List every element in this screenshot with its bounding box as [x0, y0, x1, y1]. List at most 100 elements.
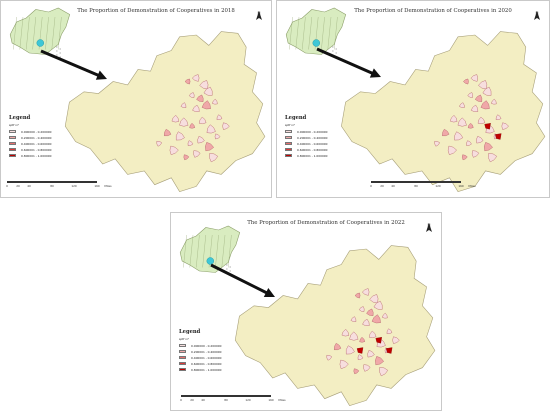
arrow-head-icon — [369, 68, 381, 78]
county-region — [214, 133, 221, 140]
legend-title: Legend — [179, 329, 201, 335]
county-region — [491, 98, 497, 105]
county-region — [171, 115, 180, 123]
inset-map — [285, 7, 347, 58]
county-region — [392, 336, 400, 344]
legend-item: 0.200001 - 0.400000 — [9, 135, 51, 141]
inset-province-border — [228, 234, 232, 268]
inset-island — [332, 50, 334, 52]
county-region-high — [356, 347, 364, 354]
legend-title: Legend — [9, 115, 31, 121]
inset-country-shape — [9, 7, 71, 55]
arrow-head-icon — [95, 70, 107, 80]
inset-island — [59, 48, 61, 50]
legend-swatch — [9, 153, 16, 158]
legend-item: 0.000000 - 0.200000 — [9, 129, 51, 135]
county-region — [366, 308, 374, 316]
county-region — [367, 349, 375, 358]
legend: Legend sptf n7 0.000000 - 0.200000 0.200… — [9, 115, 51, 159]
county-region — [474, 94, 483, 102]
county-region — [163, 128, 172, 137]
inset-island — [332, 46, 334, 48]
arrow-head-icon — [263, 288, 275, 297]
inset-province-border — [26, 16, 30, 50]
inset-island — [229, 266, 231, 268]
county-region — [358, 306, 365, 312]
county-region — [339, 359, 349, 369]
legend: Legend sptf n7 0.000000 - 0.200000 0.200… — [285, 115, 327, 159]
county-region — [188, 92, 195, 98]
county-region — [183, 154, 190, 161]
county-region — [189, 122, 196, 129]
legend-title: Legend — [285, 115, 307, 121]
inset-province-border — [327, 16, 332, 50]
inset-province-border — [202, 234, 206, 268]
scale-bar: 0 20 40 80 120 160 Miles — [180, 395, 286, 402]
inset-province-border — [302, 16, 306, 50]
county-region — [375, 356, 384, 366]
county-region — [382, 312, 388, 319]
county-region — [501, 122, 509, 130]
county-region — [341, 329, 350, 337]
county-region — [198, 116, 207, 125]
map-title: The Proportion of Demonstration of Coope… — [77, 8, 235, 14]
inset-map — [179, 225, 241, 276]
county-region — [216, 114, 223, 120]
inset-island — [335, 52, 337, 54]
county-region — [477, 116, 486, 125]
legend-item: 0.000000 - 0.200000 — [179, 343, 221, 349]
province-shape — [64, 31, 266, 192]
map-canvas — [179, 225, 436, 406]
county-region — [193, 150, 201, 158]
inset-province-border — [13, 16, 17, 50]
inset-island — [59, 52, 61, 54]
county-region — [483, 142, 493, 152]
inset-island — [226, 268, 228, 270]
legend-item: 0.800001 - 1.000000 — [9, 153, 51, 159]
county-region — [457, 117, 467, 127]
county-region — [180, 102, 187, 108]
inset-island — [59, 56, 61, 58]
county-region — [354, 292, 361, 299]
legend-item: 0.400001 - 0.600000 — [9, 141, 51, 147]
legend-swatch — [9, 141, 16, 146]
county-region — [345, 345, 355, 355]
county-region — [363, 364, 371, 372]
county-region — [169, 145, 179, 155]
county-region — [184, 78, 191, 85]
legend-swatch — [179, 355, 186, 360]
county-region — [212, 98, 218, 105]
legend-swatch — [9, 129, 16, 134]
legend-item: 0.400001 - 0.600000 — [285, 141, 327, 147]
inset-province-border — [289, 16, 293, 50]
pointer-arrow — [316, 47, 376, 76]
inset-study-area — [36, 39, 44, 47]
county-region-high — [385, 347, 393, 354]
county-region — [442, 128, 450, 137]
county-region — [449, 115, 458, 123]
legend-swatch — [285, 147, 292, 152]
inset-province-border — [321, 16, 325, 50]
legend-swatch — [285, 135, 292, 140]
county-region — [353, 368, 360, 375]
legend-item: 0.200001 - 0.400000 — [179, 349, 221, 355]
legend-field: sptf n7 — [179, 337, 189, 341]
legend-swatch — [285, 141, 292, 146]
county-region — [175, 131, 185, 141]
county-region — [357, 354, 364, 360]
county-region — [470, 74, 478, 82]
county-region — [463, 78, 469, 85]
scale-bar: 0 20 40 80 120 160 Miles — [370, 181, 476, 188]
county-region — [476, 135, 484, 144]
legend-field: sptf n7 — [9, 123, 19, 127]
inset-province-border — [295, 16, 300, 50]
legend-item: 0.600001 - 0.800000 — [9, 147, 51, 153]
legend-item: 0.000000 - 0.200000 — [285, 129, 327, 135]
county-region — [206, 124, 216, 134]
county-region — [187, 140, 194, 146]
county-region — [362, 288, 370, 296]
inset-province-border — [196, 234, 200, 268]
county-region — [362, 318, 370, 326]
north-arrow-icon: N — [255, 11, 263, 20]
inset-province-border — [334, 16, 338, 50]
